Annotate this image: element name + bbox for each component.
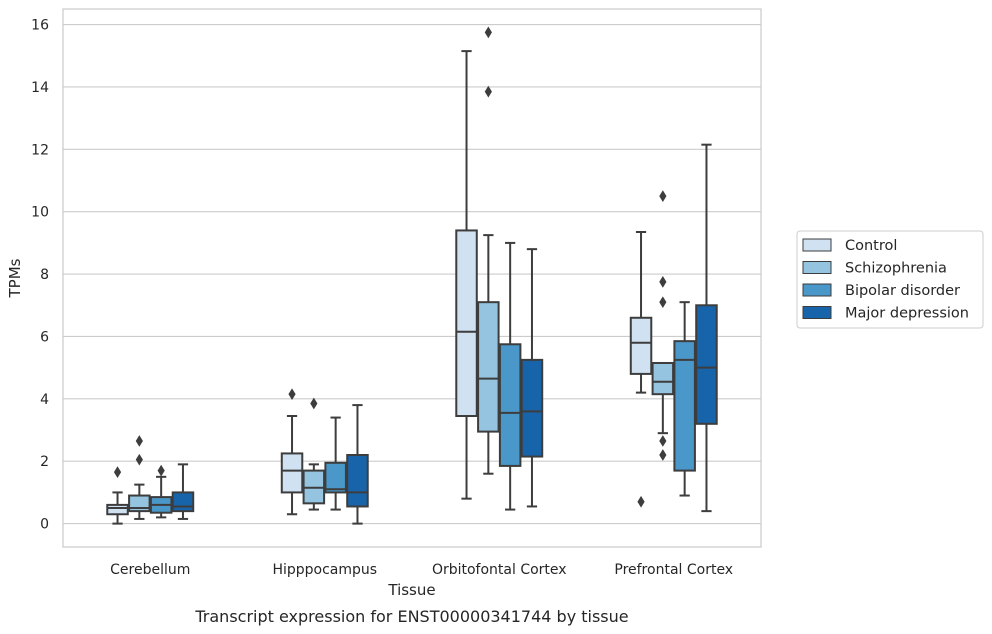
box-body <box>520 358 544 458</box>
y-tick-label: 16 <box>31 18 49 34</box>
y-tick-label: 0 <box>40 517 49 533</box>
box-body <box>171 491 195 513</box>
box-bipolar-disorder-3 <box>673 301 696 497</box>
box-control-3 <box>629 230 653 508</box>
legend-label: Bipolar disorder <box>845 283 960 299</box>
legend-label: Control <box>845 238 897 254</box>
box-body <box>673 340 696 472</box>
outlier-point <box>113 466 122 478</box>
legend: Control Schizophrenia Bipolar disorder Majo… <box>796 230 984 329</box>
y-tick-label: 4 <box>40 392 49 408</box>
box-control-0 <box>106 466 129 525</box>
box-body <box>498 343 522 467</box>
box-major-depression-2 <box>520 248 544 508</box>
gridlines <box>63 24 761 525</box>
box-body <box>106 503 129 516</box>
box-body <box>629 316 653 375</box>
outlier-point <box>659 190 667 202</box>
outlier-point <box>288 388 296 401</box>
box-schizophrenia-1 <box>302 397 326 511</box>
box-bipolar-disorder-0 <box>149 464 173 519</box>
legend-frame <box>796 230 984 329</box>
outlier-point <box>135 453 143 466</box>
x-tick-label: Orbitofontal Cortex <box>432 562 567 578</box>
y-tick-label: 12 <box>31 142 49 158</box>
chart-caption: Transcript expression for ENST0000034174… <box>194 607 628 626</box>
box-body <box>477 301 500 433</box>
y-tick-label: 8 <box>40 267 49 283</box>
x-tick-label: Prefrontal Cortex <box>614 562 733 578</box>
box-schizophrenia-3 <box>651 190 675 461</box>
outlier-point <box>484 26 492 39</box>
legend-swatch <box>802 261 832 274</box>
box-bipolar-disorder-1 <box>324 416 347 511</box>
outlier-point <box>659 435 667 447</box>
outlier-point <box>659 449 667 461</box>
outlier-point <box>637 495 645 508</box>
y-tick-label: 14 <box>31 80 49 96</box>
outlier-point <box>659 276 667 288</box>
y-axis-label: TPMs <box>6 258 24 298</box>
box-schizophrenia-0 <box>128 435 151 520</box>
box-control-2 <box>455 50 478 500</box>
box-bipolar-disorder-2 <box>498 241 522 511</box>
box-body <box>280 452 304 494</box>
outlier-point <box>135 435 143 447</box>
outlier-point <box>659 296 667 309</box>
box-major-depression-0 <box>171 463 195 520</box>
legend-label: Schizophrenia <box>845 261 947 277</box>
box-major-depression-3 <box>695 143 718 513</box>
boxes <box>106 26 718 525</box>
x-axis-label: Tissue <box>387 581 435 599</box>
x-tick-label: Hipppocampus <box>272 562 377 578</box>
plot-frame <box>62 8 762 548</box>
y-tick-label: 10 <box>31 205 49 221</box>
legend-swatch <box>802 306 832 319</box>
legend-label: Major depression <box>845 306 969 322</box>
y-tick-label: 6 <box>40 329 49 345</box>
box-body <box>695 304 718 425</box>
box-body <box>346 453 369 508</box>
outlier-point <box>310 397 318 410</box>
outlier-point <box>484 85 492 98</box>
box-schizophrenia-2 <box>477 26 500 475</box>
x-tick-labels: Cerebellum Hipppocampus Orbitofontal Corte… <box>110 562 733 578</box>
outlier-point <box>157 464 165 477</box>
legend-swatch <box>802 283 832 297</box>
y-tick-labels: 0 2 4 6 8 10 12 14 16 <box>31 18 49 533</box>
legend-swatch <box>802 238 832 252</box>
y-tick-label: 2 <box>40 454 49 470</box>
box-major-depression-1 <box>346 404 369 525</box>
box-body <box>455 229 478 418</box>
box-body <box>324 461 347 494</box>
box-body <box>651 361 675 396</box>
box-control-1 <box>280 388 304 516</box>
x-tick-label: Cerebellum <box>110 562 190 578</box>
